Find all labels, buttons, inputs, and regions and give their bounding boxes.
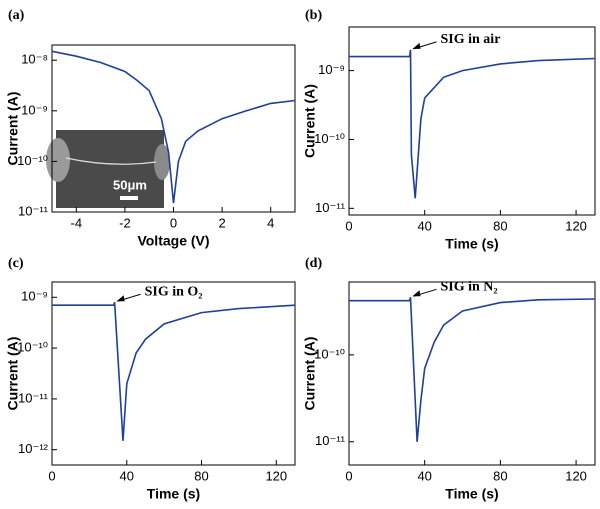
- annotation: SIG in air: [441, 32, 501, 47]
- y-tick-label: 10⁻¹¹: [315, 200, 346, 215]
- y-axis-label: Current (A): [302, 337, 318, 411]
- inset-scale-label: 50μm: [113, 177, 147, 192]
- x-tick-label: 120: [565, 468, 587, 483]
- x-tick-label: 80: [194, 468, 208, 483]
- x-tick-label: 120: [265, 468, 287, 483]
- x-axis-label: Time (s): [147, 486, 200, 502]
- annotation: SIG in O₂: [145, 284, 203, 299]
- x-tick-label: -2: [119, 215, 131, 230]
- y-axis-label: Current (A): [302, 84, 318, 158]
- plot-frame: [348, 26, 596, 216]
- y-tick-label: 10⁻¹¹: [18, 203, 49, 218]
- inset-wire: [65, 157, 157, 165]
- x-tick-label: 0: [345, 218, 352, 233]
- annotation-arrowhead: [116, 295, 125, 302]
- panel-label: (b): [305, 8, 322, 23]
- x-tick-label: 0: [170, 215, 177, 230]
- y-axis-label: Current (A): [5, 337, 21, 411]
- x-tick-label: 2: [218, 215, 225, 230]
- plot-frame: [348, 281, 596, 466]
- x-axis-label: Time (s): [445, 236, 498, 252]
- panel-label: (a): [8, 8, 25, 23]
- x-tick-label: 120: [565, 218, 587, 233]
- y-tick-label: 10⁻⁹: [21, 102, 48, 117]
- x-tick-label: -4: [71, 215, 83, 230]
- inset-scale-bar: [120, 196, 138, 200]
- annotation-arrowhead: [412, 290, 421, 297]
- data-line: [349, 49, 596, 199]
- annotation-arrowhead: [412, 42, 421, 49]
- panel-label: (d): [305, 256, 322, 271]
- x-tick-label: 40: [120, 468, 134, 483]
- x-tick-label: 4: [267, 215, 274, 230]
- y-tick-label: 10⁻¹⁰: [314, 131, 345, 146]
- plot-frame: [51, 281, 296, 466]
- annotation: SIG in N₂: [441, 280, 498, 295]
- y-tick-label: 10⁻¹²: [18, 441, 49, 456]
- y-axis-label: Current (A): [5, 92, 21, 166]
- data-line: [52, 301, 296, 441]
- y-tick-label: 10⁻¹⁰: [17, 153, 48, 168]
- y-tick-label: 10⁻¹⁰: [17, 340, 48, 355]
- data-line: [349, 297, 596, 442]
- data-line: [51, 50, 296, 204]
- inset-electrode: [154, 144, 170, 180]
- x-tick-label: 80: [493, 468, 507, 483]
- inset-electrode: [46, 138, 70, 182]
- y-tick-label: 10⁻⁹: [318, 62, 345, 77]
- y-tick-label: 10⁻¹¹: [18, 390, 49, 405]
- y-tick-label: 10⁻⁹: [21, 289, 48, 304]
- y-tick-label: 10⁻⁸: [21, 52, 48, 67]
- x-axis-label: Voltage (V): [137, 233, 209, 249]
- x-axis-label: Time (s): [445, 486, 498, 502]
- x-tick-label: 40: [417, 468, 431, 483]
- x-tick-label: 0: [48, 468, 55, 483]
- x-tick-label: 80: [493, 218, 507, 233]
- inset-image: [56, 130, 164, 208]
- y-tick-label: 10⁻¹⁰: [314, 346, 345, 361]
- x-tick-label: 40: [417, 218, 431, 233]
- panel-label: (c): [8, 256, 24, 271]
- x-tick-label: 0: [345, 468, 352, 483]
- y-tick-label: 10⁻¹¹: [315, 433, 346, 448]
